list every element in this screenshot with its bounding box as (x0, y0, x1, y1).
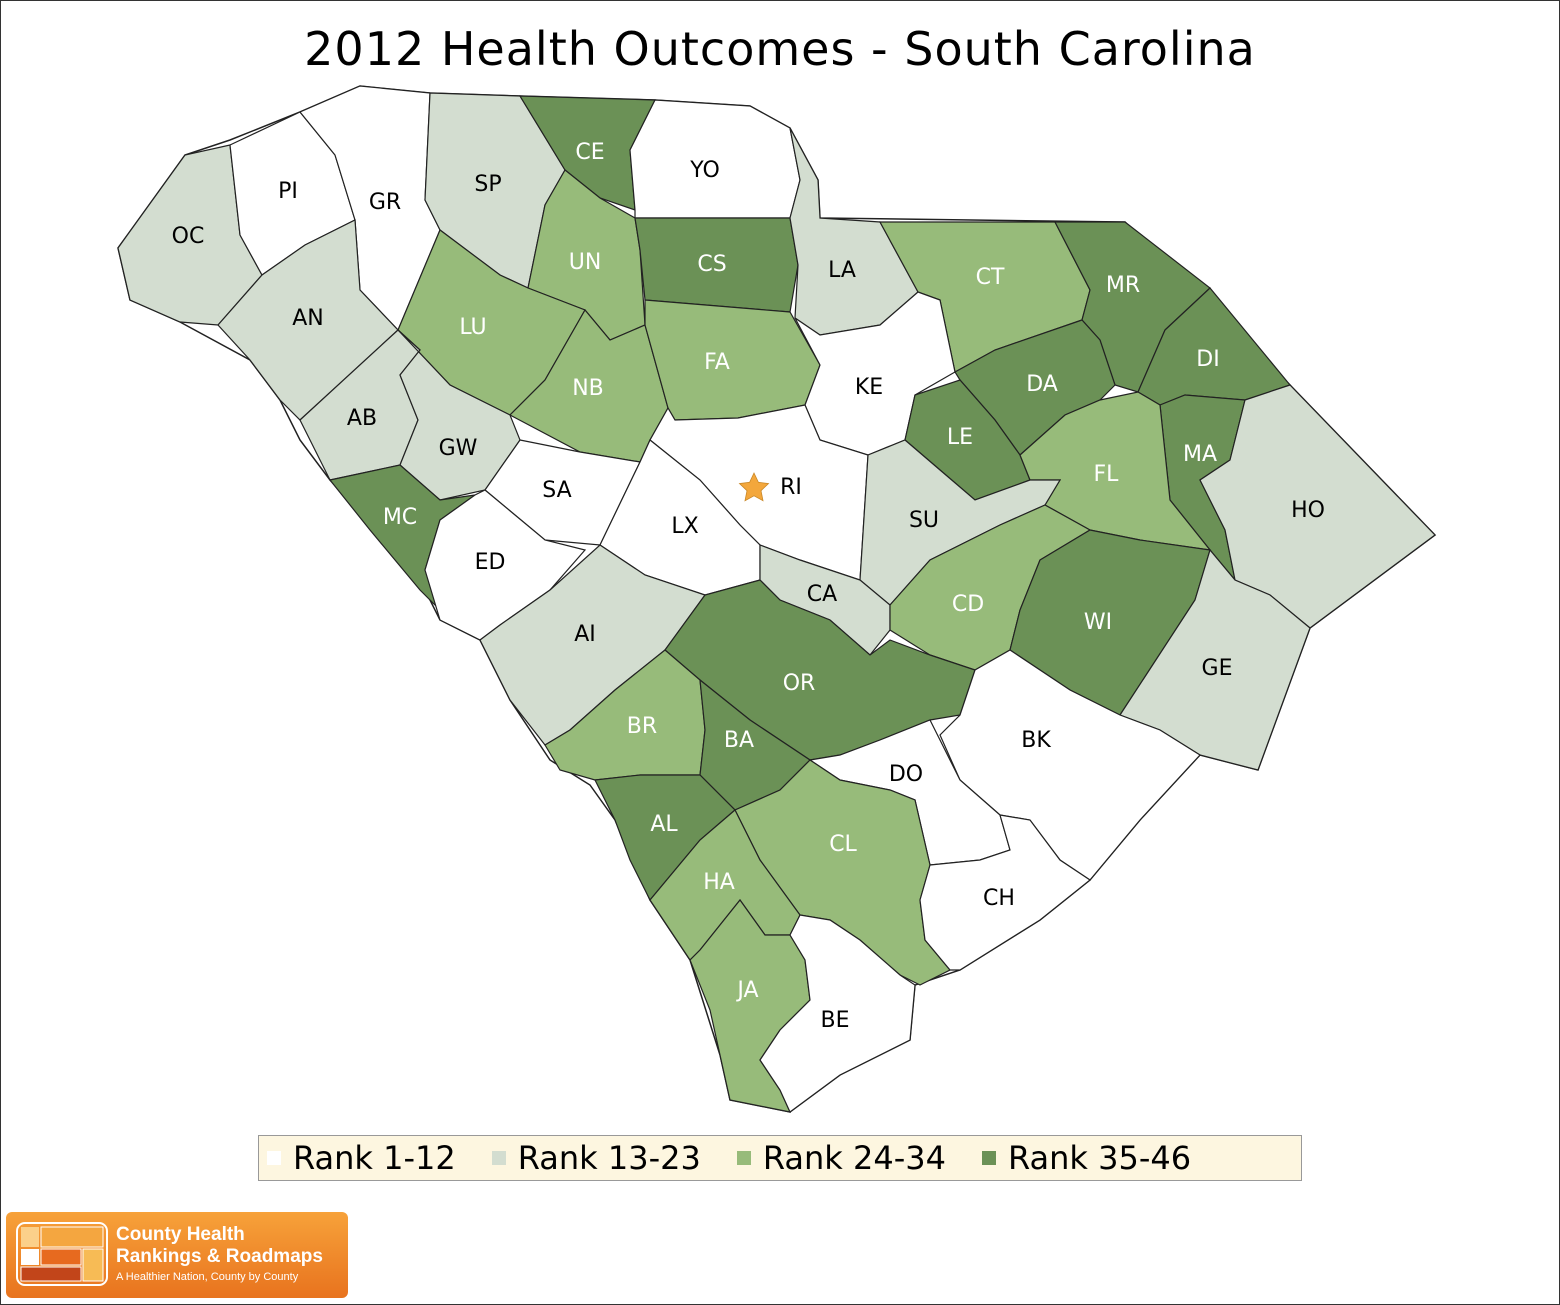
county-label: LE (947, 425, 973, 450)
county-label: CA (807, 582, 837, 607)
legend-item: Rank 24-34 (736, 1139, 946, 1177)
logo-line-1: County Health (116, 1224, 245, 1245)
county-label: GW (439, 436, 478, 461)
county-label: NB (572, 376, 604, 401)
star-icon (738, 472, 770, 502)
county-label: DA (1026, 372, 1058, 397)
county-label: DO (889, 762, 923, 787)
county-label: CH (983, 886, 1015, 911)
county-label: GE (1202, 656, 1233, 681)
legend-swatch (981, 1151, 996, 1165)
county-label: FA (704, 350, 730, 375)
legend-swatch (267, 1151, 281, 1165)
county-label: AN (292, 306, 324, 331)
legend-swatch (736, 1151, 751, 1165)
county-label: MA (1183, 442, 1217, 467)
county-label: AL (650, 812, 678, 837)
counties-layer (117, 85, 1436, 1113)
county-label: JA (735, 978, 758, 1003)
county-label: AI (574, 622, 596, 647)
county-label: BE (821, 1008, 850, 1033)
legend-swatch (491, 1151, 506, 1165)
legend-item: Rank 1-12 (267, 1139, 456, 1177)
county-label: FL (1094, 462, 1120, 487)
county-label: MC (383, 505, 417, 530)
county-BE[interactable] (759, 914, 916, 1113)
county-AN[interactable] (217, 219, 399, 421)
legend-item: Rank 13-23 (491, 1139, 701, 1177)
county-label: OR (783, 671, 816, 696)
county-label: ED (475, 550, 506, 575)
county-label: LA (828, 258, 856, 283)
county-label: KE (855, 375, 883, 400)
county-label: BA (724, 728, 754, 753)
map-title: 2012 Health Outcomes - South Carolina (304, 22, 1256, 76)
county-label: HA (703, 870, 735, 895)
legend-label: Rank 1-12 (293, 1139, 456, 1177)
county-label: UN (569, 250, 602, 275)
logo-icon (16, 1222, 108, 1286)
county-MR[interactable] (1054, 221, 1211, 393)
county-label: PI (278, 179, 298, 204)
county-label: YO (689, 158, 720, 183)
county-label: SU (909, 508, 939, 533)
county-label: OC (172, 224, 205, 249)
county-label: BK (1021, 728, 1051, 753)
county-label: GR (369, 190, 401, 215)
legend: Rank 1-12 Rank 13-23 Rank 24-34 Rank 35-… (258, 1135, 1302, 1181)
county-label: CL (829, 832, 857, 857)
county-label: RI (780, 475, 802, 500)
county-label: DI (1196, 347, 1219, 372)
south-carolina-map: OC PI GR SP CE YO UN CS LA CT MR AN LU N… (117, 85, 1437, 1113)
county-label: LU (459, 315, 486, 340)
county-label: WI (1084, 610, 1112, 635)
county-CH[interactable] (919, 814, 1092, 971)
logo-tagline: A Healthier Nation, County by County (116, 1271, 299, 1283)
county-health-rankings-logo[interactable]: County Health Rankings & Roadmaps A Heal… (6, 1212, 348, 1298)
legend-item: Rank 35-46 (981, 1139, 1192, 1177)
county-label: LX (671, 514, 698, 539)
county-label: MR (1106, 273, 1140, 298)
county-label: CD (952, 592, 984, 617)
legend-label: Rank 13-23 (517, 1139, 701, 1177)
county-label: CS (697, 252, 726, 277)
county-label: AB (347, 406, 377, 431)
logo-line-2: Rankings & Roadmaps (116, 1246, 323, 1267)
county-label: BR (627, 714, 657, 739)
county-FA[interactable] (644, 299, 821, 421)
legend-label: Rank 35-46 (1007, 1139, 1192, 1177)
county-label: CT (976, 265, 1005, 290)
county-label: HO (1291, 498, 1325, 523)
county-label: SA (542, 478, 571, 503)
county-labels: OC PI GR SP CE YO UN CS LA CT MR AN LU N… (172, 140, 1325, 1033)
county-label: SP (474, 172, 501, 197)
county-label: CE (575, 140, 604, 165)
legend-label: Rank 24-34 (762, 1139, 946, 1177)
